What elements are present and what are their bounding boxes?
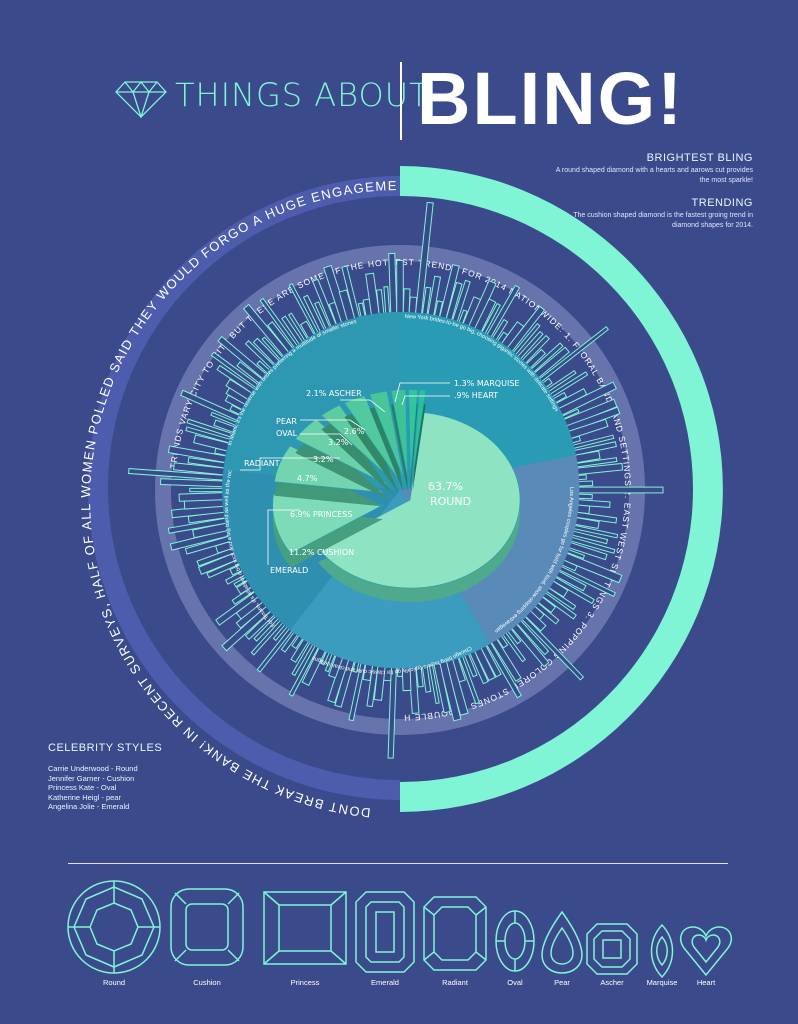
shape-label-radiant: Radiant [442,978,468,987]
title-divider [400,62,402,140]
shape-label-ascher: Ascher [600,978,624,987]
label-ascher-pct: 2.6% [344,427,365,436]
skyline-building [189,487,225,493]
oval-cut-icon [495,910,535,972]
shape-label-princess: Princess [290,978,320,987]
label-radiant-pct: 4.7% [297,474,318,483]
label-cushion: 11.2% CUSHION [289,548,354,557]
diamond-icon [115,80,167,118]
radiant-cut-icon [423,896,487,971]
shape-label-pear: Pear [554,978,570,987]
celebrity-row: Jennifer Garner - Cushion [48,773,135,783]
skyline-building [575,486,664,494]
shape-label-oval: Oval [507,978,523,987]
emerald-cut-icon [355,891,415,973]
city-skyline [128,201,664,759]
pie-slice-marquise [408,389,418,478]
label-pear: PEAR [276,417,297,426]
shape-label-marquise: Marquise [646,978,678,987]
pie-slice-cushion [272,493,384,554]
divider-line [68,863,728,864]
label-round: ROUND [430,495,471,508]
label-marquise: 1.3% MARQUISE [454,379,519,388]
header: THINGS ABOUT BLING! [115,57,682,140]
pie-slice-heart [412,389,427,478]
trending-note: TRENDING The cushion shaped diamond is t… [553,197,753,231]
label-oval-pct: 3.2% [328,438,349,447]
skyline-building [396,260,404,315]
heart-cut-icon [680,926,732,977]
pie-slice-side [321,419,394,496]
shape-label-cushion: Cushion [193,978,221,987]
label-round-pct: 63.7% [428,480,463,493]
label-oval: OVAL [276,429,298,438]
celebrity-row: Katherine Heigl - pear [48,792,121,802]
title-big: BLING! [417,57,684,140]
pie-slice-side [412,403,426,492]
celebrity-row: Carrie Underwood - Round [48,764,138,773]
diamond-shapes-row [67,880,732,979]
celebrity-row: Princess Kate - Oval [48,783,117,793]
note-body: A round shaped diamond with a hearts and… [555,167,753,184]
label-emerald: EMERALD [270,566,308,575]
cushion-cut-icon [170,888,244,966]
pear-cut-icon [541,910,583,974]
pie-slice-side [344,409,399,494]
shape-label-heart: Heart [696,978,716,987]
princess-cut-icon [263,891,347,965]
label-ascher: 2.1% ASCHER [306,389,362,398]
label-radiant: RADIANT [244,459,280,468]
label-heart: .9% HEART [454,391,498,400]
pie-slice-side [369,405,404,493]
ascher-cut-icon [586,923,638,975]
pie-slice-emerald [321,404,395,482]
note-heading: BRIGHTEST BLING [646,152,753,164]
label-princess: 6.9% PRINCESS [290,510,352,519]
celebrity-row: Angelina Jolie - Emerald [48,802,130,812]
note-body: The cushion shaped diamond is the fastes… [573,212,753,229]
celebrity-heading: CELEBRITY STYLES [48,742,163,754]
pie-slice-round [317,412,521,589]
label-leaders [240,382,450,565]
shape-label-round: Round [102,978,126,987]
label-pear-pct: 3.2% [313,455,334,464]
round-cut-icon [67,880,161,974]
shape-label-emerald: Emerald [371,978,399,987]
skyline-building [383,286,391,316]
celebrity-styles: CELEBRITY STYLES Carrie Underwood - Roun… [48,742,188,812]
title-small: THINGS ABOUT [175,76,430,114]
brightest-bling-note: BRIGHTEST BLING A round shaped diamond w… [553,152,753,186]
skyline-building [178,492,225,502]
shape-pie-chart [272,389,521,602]
marquise-cut-icon [650,923,674,979]
pie-slice-pear [343,395,399,480]
note-heading: TRENDING [691,197,753,209]
pie-slice-oval [369,390,404,479]
